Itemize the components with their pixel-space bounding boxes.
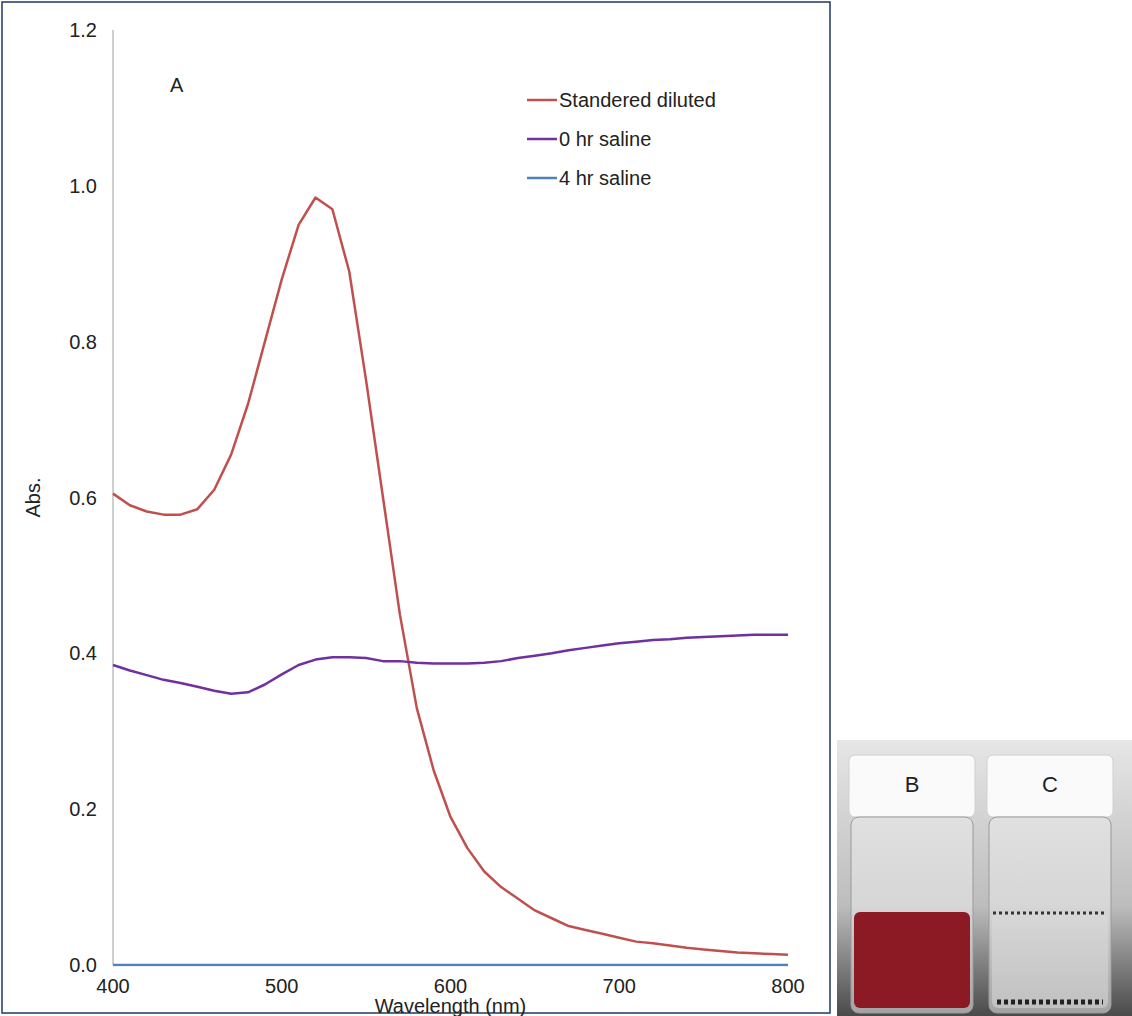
figure: 0.0 0.2 0.4 0.6 0.8 1.0 1.2 400 500 600 700 800 Wave… bbox=[0, 0, 1132, 1016]
x-tick-label: 700 bbox=[603, 975, 636, 997]
vial-liquid bbox=[854, 912, 970, 1008]
legend-label: 0 hr saline bbox=[559, 128, 651, 150]
legend-label: Standered diluted bbox=[559, 89, 716, 111]
legend-swatch bbox=[527, 138, 557, 141]
y-tick-label: 0.6 bbox=[69, 487, 97, 509]
y-tick-label: 0.2 bbox=[69, 798, 97, 820]
y-tick-label: 1.2 bbox=[69, 19, 97, 41]
vial-liquid bbox=[992, 912, 1108, 1008]
photo-background bbox=[837, 740, 1132, 1016]
series-line bbox=[113, 964, 788, 967]
y-tick-label: 0.8 bbox=[69, 331, 97, 353]
series-line bbox=[113, 635, 788, 694]
y-axis bbox=[112, 30, 114, 965]
y-tick-label: 0.0 bbox=[69, 954, 97, 976]
y-tick-label: 1.0 bbox=[69, 175, 97, 197]
y-tick-label: 0.4 bbox=[69, 642, 97, 664]
legend-swatch bbox=[527, 177, 557, 180]
photo: BC bbox=[837, 740, 1132, 1016]
legend-label: 4 hr saline bbox=[559, 167, 651, 189]
x-tick-label: 800 bbox=[771, 975, 804, 997]
plot-area bbox=[113, 198, 788, 965]
x-tick-label: 400 bbox=[96, 975, 129, 997]
x-tick-label: 500 bbox=[265, 975, 298, 997]
vial-label: C bbox=[1042, 772, 1058, 797]
y-axis-title: Abs. bbox=[22, 477, 44, 517]
series-line bbox=[113, 198, 788, 955]
panel-label: A bbox=[170, 74, 184, 96]
legend-swatch bbox=[527, 99, 557, 102]
vial-particles bbox=[997, 1000, 1103, 1005]
vial-label: B bbox=[905, 772, 920, 797]
vial-particles bbox=[993, 912, 1107, 915]
x-tick-label: 600 bbox=[434, 975, 467, 997]
vial-glass bbox=[989, 817, 1111, 1013]
vial-cap bbox=[849, 755, 975, 817]
x-axis-title: Wavelength (nm) bbox=[375, 995, 527, 1016]
vial-cap bbox=[987, 755, 1113, 817]
vial-glass bbox=[851, 817, 973, 1013]
chart-frame bbox=[2, 2, 830, 1013]
